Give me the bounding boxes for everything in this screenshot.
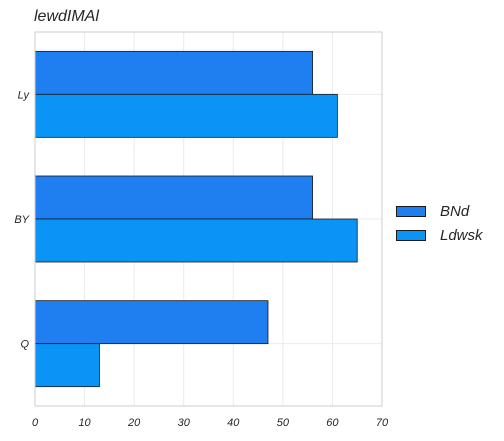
x-tick-label-60: 60 (326, 417, 339, 429)
x-tick-label-0: 0 (32, 417, 39, 429)
legend-swatch-bnd (396, 205, 426, 217)
y-tick-label-q: Q (20, 339, 29, 351)
bar-bnd-q (34, 300, 269, 345)
x-tick-label-70: 70 (376, 417, 389, 429)
x-tick-label-30: 30 (178, 417, 191, 429)
bar-ldwsk-ly (34, 93, 338, 138)
y-axis-ticks: Q BY Ly (14, 89, 30, 350)
x-tick-label-40: 40 (227, 417, 240, 429)
legend-item-ldwsk: Ldwsk (396, 223, 483, 247)
bars-group (34, 50, 358, 388)
bar-bnd-ly (34, 50, 314, 95)
legend-swatch-ldwsk (396, 229, 426, 241)
legend-label-bnd: BNd (440, 202, 470, 220)
x-tick-label-50: 50 (277, 417, 290, 429)
legend-item-bnd: BNd (396, 199, 483, 223)
x-axis-ticks: 0 10 20 30 40 50 60 70 (32, 417, 389, 429)
plot-frame (34, 31, 383, 407)
legend-label-ldwsk: Ldwsk (440, 226, 483, 244)
chart-title: lewdIMAl (34, 8, 99, 25)
bar-bnd-by (34, 175, 314, 220)
legend: BNd Ldwsk (396, 199, 483, 247)
bar-ldwsk-by (34, 218, 358, 263)
bar-ldwsk-q (34, 343, 100, 388)
x-tick-label-20: 20 (127, 417, 141, 429)
y-tick-label-ly: Ly (18, 89, 31, 101)
x-tick-label-10: 10 (78, 417, 91, 429)
y-tick-label-by: BY (14, 214, 29, 226)
